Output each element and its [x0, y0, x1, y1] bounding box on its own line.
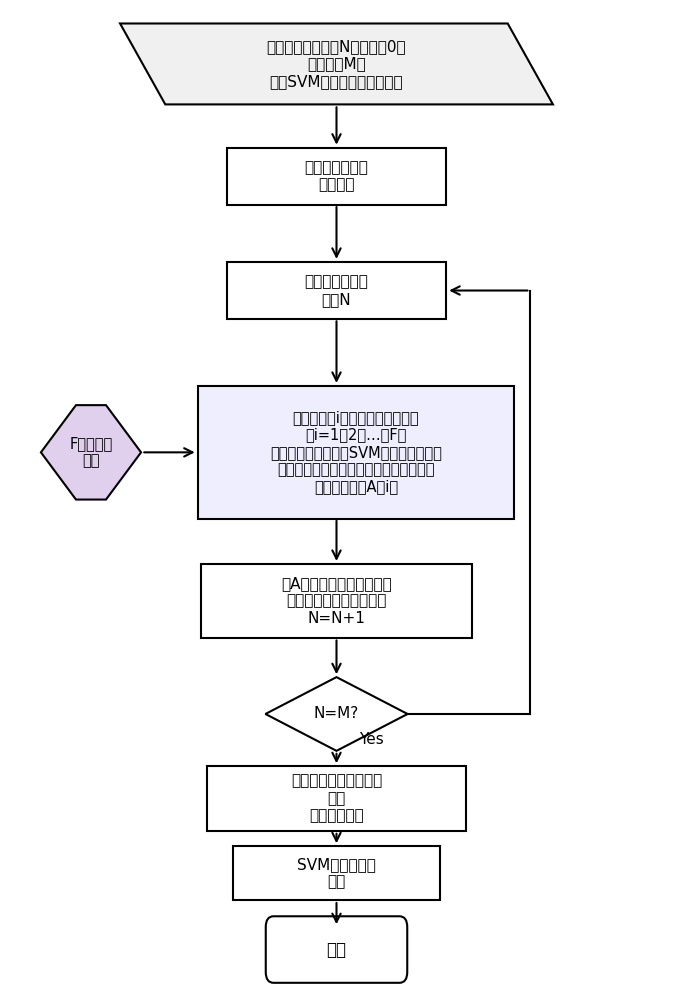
Text: Yes: Yes	[359, 732, 384, 747]
Text: 结束: 结束	[326, 941, 347, 959]
Bar	[227, 148, 446, 205]
Text: SVM训练和规则
生成: SVM训练和规则 生成	[297, 857, 376, 889]
FancyBboxPatch shape	[266, 916, 407, 983]
Polygon shape	[120, 23, 553, 104]
Text: N=M?: N=M?	[314, 706, 359, 721]
Text: 输入向量元素选择计算
结束
确定输入向量: 输入向量元素选择计算 结束 确定输入向量	[291, 774, 382, 823]
Bar	[198, 386, 514, 519]
Text: F个备选特
征量: F个备选特 征量	[69, 436, 112, 469]
Text: 将备选集第i个元素加入输入向量
（i=1，2，…，F）
用新的训练样本训练SVM并测试，得到测
试准确率和训练准确率。将这两种准确率
的平均値记为A（i）: 将备选集第i个元素加入输入向量 （i=1，2，…，F） 用新的训练样本训练SVM…	[270, 410, 441, 495]
Bar	[233, 846, 440, 900]
Bar	[201, 564, 472, 638]
Text: 生成训练样本和
测试样本: 生成训练样本和 测试样本	[305, 160, 368, 193]
Text: 输入向量元素个数N初始値为0，
目标値为M。
确定SVM的核函数和训练参数: 输入向量元素个数N初始値为0， 目标値为M。 确定SVM的核函数和训练参数	[267, 39, 406, 89]
Polygon shape	[41, 405, 141, 500]
Bar	[207, 766, 466, 831]
Text: 取A的最大値对应的备选集
元素，加入特征向量中。
N=N+1: 取A的最大値对应的备选集 元素，加入特征向量中。 N=N+1	[281, 576, 392, 626]
Text: 输入向量元素个
数为N: 输入向量元素个 数为N	[305, 274, 368, 307]
Bar	[227, 262, 446, 319]
Polygon shape	[265, 677, 408, 751]
